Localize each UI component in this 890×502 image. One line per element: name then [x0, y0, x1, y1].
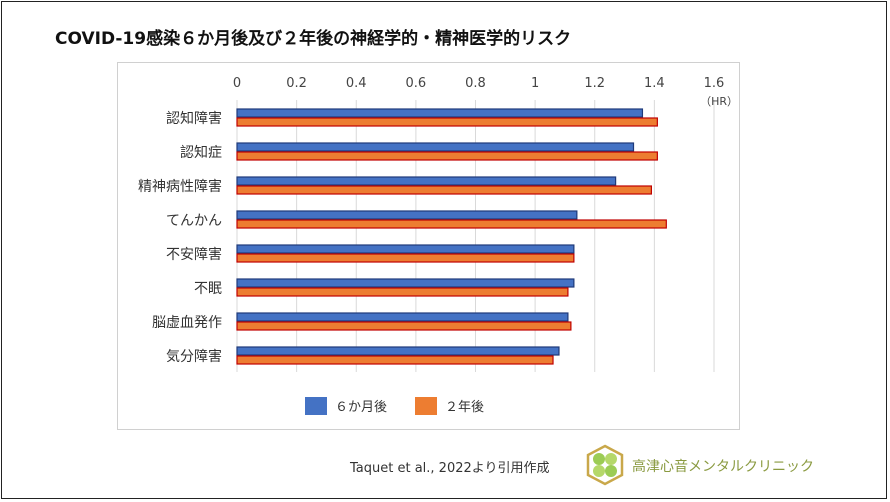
category-label: てんかん	[166, 213, 222, 229]
legend-swatch	[415, 397, 437, 415]
tick-label: 1.2	[584, 76, 605, 91]
tick-label: 1.4	[644, 76, 665, 91]
bar-2years	[236, 287, 569, 297]
category-label: 精神病性障害	[138, 179, 222, 195]
tick-label: 1.6	[704, 76, 725, 91]
tick-label: 0.2	[286, 76, 307, 91]
unit-label: （HR）	[700, 95, 738, 108]
tick-label: 0.6	[406, 76, 427, 91]
chart-title: COVID-19感染６か月後及び２年後の神経学的・精神医学的リスク	[55, 29, 572, 49]
bar-6months	[236, 278, 575, 288]
bar-2years	[236, 219, 667, 229]
bar-2years	[236, 117, 658, 127]
bar-2years	[236, 355, 554, 365]
category-label: 脳虚血発作	[152, 315, 222, 331]
bar-2years	[236, 185, 652, 195]
category-label: 認知障害	[166, 110, 222, 127]
tick-label: 1	[531, 76, 539, 91]
bar-6months	[236, 210, 578, 220]
bar-2years	[236, 151, 658, 161]
legend-label: ２年後	[445, 400, 484, 415]
category-label: 不安障害	[166, 247, 222, 263]
legend-swatch	[305, 397, 327, 415]
bar-6months	[236, 108, 644, 118]
tick-label: 0	[233, 76, 241, 91]
legend-label: ６か月後	[335, 400, 387, 415]
category-label: 不眠	[194, 281, 222, 297]
bar-2years	[236, 253, 575, 263]
tick-label: 0.8	[465, 76, 486, 91]
tick-label: 0.4	[346, 76, 367, 91]
bar-6months	[236, 142, 635, 152]
bar-6months	[236, 176, 617, 186]
bar-6months	[236, 244, 575, 254]
bar-6months	[236, 312, 569, 322]
clinic-logo-icon	[586, 444, 624, 486]
category-label: 気分障害	[166, 349, 222, 365]
bar-2years	[236, 321, 572, 331]
chart-area	[117, 62, 740, 430]
citation: Taquet et al., 2022より引用作成	[350, 461, 550, 476]
bar-6months	[236, 346, 560, 356]
clinic-name: 高津心音メンタルクリニック	[632, 459, 814, 475]
category-label: 認知症	[180, 144, 222, 161]
